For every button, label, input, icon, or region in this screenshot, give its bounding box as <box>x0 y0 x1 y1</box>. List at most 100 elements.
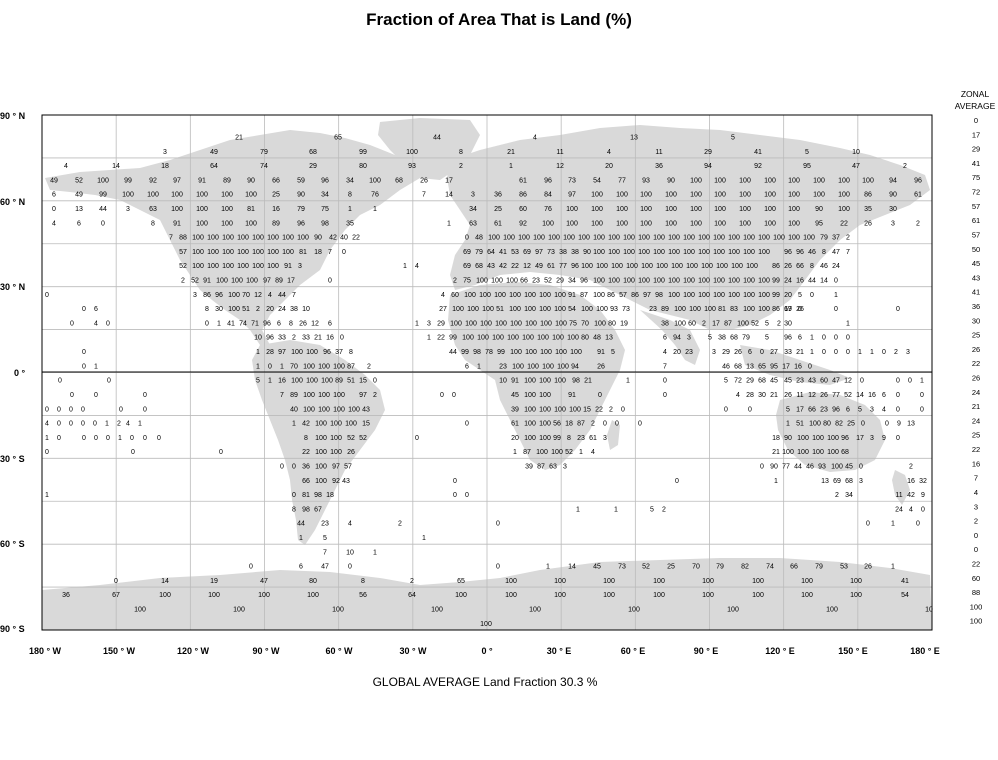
cell-value: 99 <box>461 349 469 356</box>
cell-value: 87 <box>523 449 531 456</box>
cell-value: 100 <box>207 235 219 242</box>
cell-value: 96 <box>784 249 792 256</box>
cell-value: 22 <box>302 449 310 456</box>
cell-value: 53 <box>840 564 848 571</box>
cell-value: 4 <box>64 163 68 170</box>
land-madagascar <box>607 420 620 450</box>
cell-value: 100 <box>505 578 517 585</box>
cell-value: 36 <box>62 592 70 599</box>
cell-value: 77 <box>618 177 626 184</box>
cell-value: 91 <box>173 220 181 227</box>
cell-value: 75 <box>463 278 471 285</box>
cell-value: 0 <box>69 406 73 413</box>
cell-value: 77 <box>559 263 567 270</box>
cell-value: 100 <box>507 335 519 342</box>
cell-value: 100 <box>503 235 515 242</box>
cell-value: 100 <box>797 449 809 456</box>
cell-value: 60 <box>519 206 527 213</box>
cell-value: 100 <box>554 592 566 599</box>
land-indonesia <box>740 345 850 385</box>
cell-value: 13 <box>605 335 613 342</box>
cell-value: 22 <box>511 263 519 270</box>
cell-value: 0 <box>603 421 607 428</box>
cell-value: 100 <box>252 235 264 242</box>
cell-value: 100 <box>570 349 582 356</box>
cell-value: 100 <box>539 306 551 313</box>
cell-value: 100 <box>222 263 234 270</box>
cell-value: 100 <box>668 292 680 299</box>
cell-value: 100 <box>159 592 171 599</box>
cell-value: 100 <box>713 292 725 299</box>
cell-value: 92 <box>332 478 340 485</box>
cell-value: 91 <box>198 177 206 184</box>
cell-value: 100 <box>596 306 608 313</box>
cell-value: 1 <box>509 163 513 170</box>
cell-value: 41 <box>901 578 909 585</box>
zonal-average-value: 45 <box>972 259 980 268</box>
cell-value: 100 <box>640 220 652 227</box>
cell-value: 63 <box>549 464 557 471</box>
cell-value: 17 <box>782 363 790 370</box>
cell-value: 2 <box>835 492 839 499</box>
cell-value: 100 <box>524 378 536 385</box>
cell-value: 0 <box>760 349 764 356</box>
cell-value: 100 <box>348 406 360 413</box>
cell-value: 52 <box>347 435 355 442</box>
cell-value: 100 <box>566 206 578 213</box>
cell-value: 0 <box>846 335 850 342</box>
cell-value: 13 <box>630 135 638 142</box>
cell-value: 2 <box>117 421 121 428</box>
lon-label-120w: 120 ° W <box>177 646 210 656</box>
cell-value: 100 <box>524 306 536 313</box>
cell-value: 100 <box>245 220 257 227</box>
cell-value: 69 <box>523 249 531 256</box>
cell-value: 17 <box>445 177 453 184</box>
cell-value: 87 <box>537 464 545 471</box>
cell-value: 44 <box>99 206 107 213</box>
cell-value: 100 <box>555 320 567 327</box>
cell-value: 0 <box>465 235 469 242</box>
cell-value: 99 <box>99 192 107 199</box>
cell-value: 100 <box>593 249 605 256</box>
cell-value: 11 <box>556 149 563 156</box>
cell-value: 1 <box>292 421 296 428</box>
cell-value: 1 <box>403 263 407 270</box>
cell-value: 100 <box>714 206 726 213</box>
cell-value: 1 <box>256 363 260 370</box>
cell-value: 2 <box>777 320 781 327</box>
cell-value: 80 <box>359 163 367 170</box>
cell-value: 0 <box>440 392 444 399</box>
cell-value: 100 <box>653 578 665 585</box>
cell-value: 100 <box>758 278 770 285</box>
cell-value: 100 <box>533 235 545 242</box>
cell-value: 57 <box>344 464 352 471</box>
cell-value: 100 <box>623 235 635 242</box>
cell-value: 19 <box>210 578 218 585</box>
cell-value: 1 <box>217 320 221 327</box>
cell-value: 0 <box>57 421 61 428</box>
cell-value: 12 <box>311 320 319 327</box>
cell-value: 29 <box>556 278 564 285</box>
cell-value: 0 <box>896 435 900 442</box>
cell-value: 17 <box>856 435 864 442</box>
cell-value: 100 <box>773 235 785 242</box>
cell-value: 100 <box>252 249 264 256</box>
land-eurasia <box>447 125 930 330</box>
cell-value: 18 <box>161 163 169 170</box>
cell-value: 89 <box>223 177 231 184</box>
cell-value: 0 <box>249 564 253 571</box>
cell-value: 0 <box>57 406 61 413</box>
cell-value: 0 <box>452 392 456 399</box>
cell-value: 91 <box>568 292 576 299</box>
cell-value: 0 <box>45 449 49 456</box>
lon-label-150e: 150 ° E <box>838 646 868 656</box>
cell-value: 66 <box>520 278 528 285</box>
cell-value: 100 <box>524 392 536 399</box>
cell-value: 2 <box>916 220 920 227</box>
cell-value: 100 <box>788 177 800 184</box>
cell-value: 0 <box>885 421 889 428</box>
cell-value: 100 <box>315 449 327 456</box>
cell-value: 2 <box>453 278 457 285</box>
cell-value: 100 <box>527 363 539 370</box>
cell-value: 100 <box>690 177 702 184</box>
